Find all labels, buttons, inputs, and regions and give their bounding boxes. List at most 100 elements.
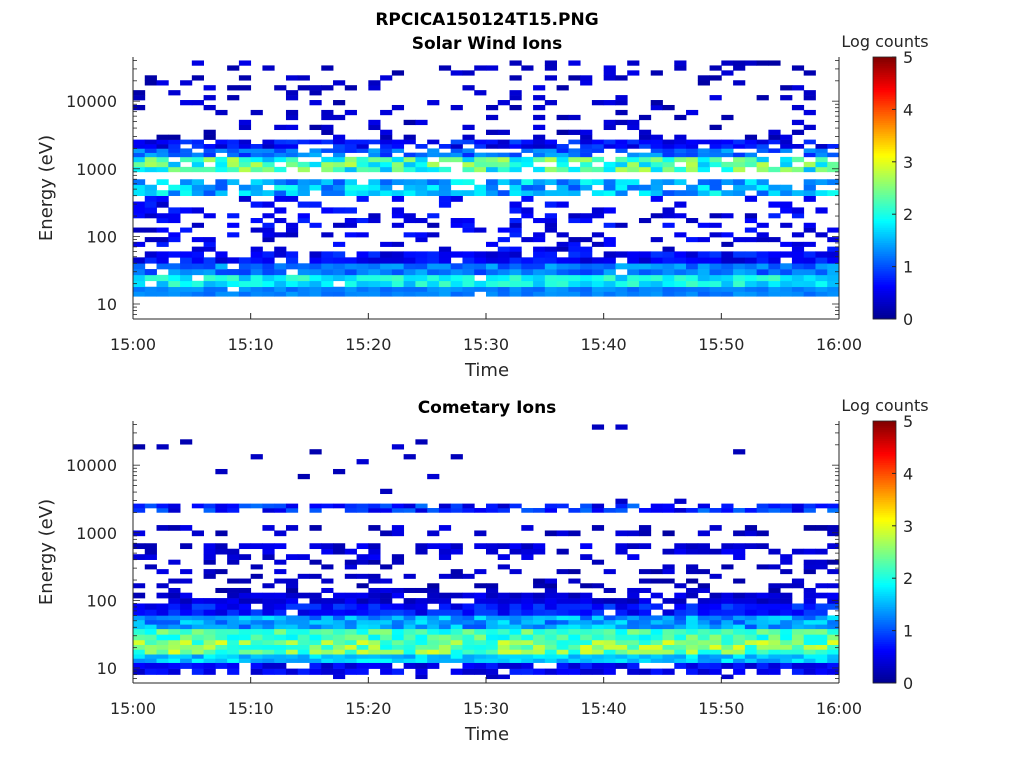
heatmap-cell bbox=[215, 257, 228, 264]
heatmap-cell bbox=[533, 274, 546, 282]
heatmap-cell bbox=[438, 615, 452, 621]
heatmap-cell bbox=[733, 152, 746, 158]
heatmap-cell bbox=[415, 156, 428, 163]
colorbar-segment bbox=[873, 499, 896, 503]
heatmap-cell bbox=[344, 624, 357, 630]
colorbar-segment bbox=[873, 545, 896, 549]
colorbar-segment bbox=[873, 536, 896, 540]
heatmap-cell bbox=[438, 144, 452, 149]
heatmap-cell bbox=[756, 161, 769, 168]
heatmap-cell bbox=[427, 263, 440, 270]
colorbar-segment bbox=[873, 299, 896, 302]
heatmap-cell bbox=[733, 280, 746, 288]
heatmap-cell bbox=[756, 624, 769, 630]
heatmap-cell bbox=[144, 139, 157, 145]
heatmap-cell bbox=[403, 615, 416, 621]
heatmap-cell bbox=[168, 598, 181, 604]
heatmap-cell bbox=[486, 263, 499, 270]
heatmap-cell bbox=[603, 269, 616, 276]
heatmap-cell bbox=[391, 207, 405, 214]
heatmap-cell bbox=[580, 75, 593, 81]
heatmap-cell bbox=[450, 70, 463, 76]
heatmap-cell bbox=[403, 286, 416, 292]
colorbar-segment bbox=[873, 665, 896, 669]
heatmap-cell bbox=[297, 213, 310, 219]
heatmap-cell bbox=[521, 139, 534, 145]
heatmap-cell bbox=[803, 166, 816, 173]
colorbar-segment bbox=[873, 209, 896, 213]
heatmap-cell bbox=[321, 658, 334, 663]
heatmap-cell bbox=[662, 644, 675, 650]
heatmap-cell bbox=[662, 286, 675, 292]
heatmap-cell bbox=[168, 609, 181, 616]
heatmap-cell bbox=[827, 161, 840, 168]
heatmap-cell bbox=[203, 609, 216, 616]
heatmap-cell bbox=[627, 280, 640, 288]
heatmap-cell bbox=[627, 257, 640, 264]
heatmap-cell bbox=[391, 603, 405, 610]
heatmap-cell bbox=[262, 161, 275, 168]
heatmap-cell bbox=[686, 508, 699, 513]
heatmap-cell bbox=[427, 184, 440, 191]
heatmap-cell bbox=[603, 274, 616, 282]
colorbar-segment bbox=[873, 131, 896, 134]
heatmap-cell bbox=[603, 644, 616, 650]
heatmap-cell bbox=[768, 60, 781, 66]
heatmap-cell bbox=[780, 95, 793, 101]
heatmap-cell bbox=[638, 134, 652, 140]
heatmap-cell bbox=[144, 654, 157, 659]
heatmap-cell bbox=[650, 144, 663, 149]
heatmap-cell bbox=[497, 129, 510, 135]
heatmap-cell bbox=[356, 291, 369, 297]
heatmap-cell bbox=[721, 286, 734, 292]
heatmap-cell bbox=[638, 144, 652, 149]
heatmap-cell bbox=[238, 269, 252, 276]
heatmap-cell bbox=[744, 152, 758, 158]
heatmap-cell bbox=[274, 662, 287, 669]
x-tick-label: 16:00 bbox=[816, 699, 862, 718]
colorbar-segment bbox=[873, 584, 896, 588]
heatmap-cell bbox=[803, 619, 816, 625]
heatmap-cell bbox=[133, 227, 146, 233]
heatmap-cell bbox=[521, 195, 534, 202]
colorbar-segment bbox=[873, 233, 896, 237]
heatmap-cell bbox=[380, 592, 393, 599]
heatmap-cell bbox=[333, 257, 346, 264]
heatmap-cell bbox=[827, 246, 840, 252]
heatmap-cell bbox=[791, 662, 805, 669]
heatmap-cell bbox=[133, 241, 146, 247]
colorbar-segment bbox=[873, 617, 896, 621]
heatmap-cell bbox=[368, 213, 381, 219]
heatmap-cell bbox=[533, 603, 546, 610]
heatmap-cell bbox=[380, 503, 393, 509]
heatmap-cell bbox=[568, 114, 581, 121]
heatmap-cell bbox=[544, 644, 557, 650]
heatmap-cell bbox=[403, 166, 416, 173]
colorbar-segment bbox=[873, 656, 896, 660]
heatmap-cell bbox=[756, 503, 769, 509]
heatmap-cell bbox=[744, 644, 758, 650]
heatmap-cell bbox=[686, 280, 699, 288]
heatmap-cell bbox=[156, 274, 169, 282]
heatmap-cell bbox=[509, 179, 522, 186]
colorbar-segment bbox=[873, 641, 896, 645]
heatmap-cell bbox=[544, 166, 557, 173]
heatmap-cell bbox=[709, 251, 722, 258]
heatmap-cell bbox=[827, 291, 840, 297]
heatmap-cell bbox=[215, 634, 228, 641]
heatmap-cell bbox=[274, 503, 287, 509]
heatmap-cell bbox=[815, 559, 828, 565]
colorbar-segment bbox=[873, 316, 896, 320]
heatmap-cell bbox=[615, 498, 628, 504]
heatmap-cell bbox=[156, 658, 169, 663]
colorbar-segment bbox=[873, 490, 896, 494]
heatmap-cell bbox=[591, 654, 605, 659]
heatmap-cell bbox=[556, 624, 569, 630]
heatmap-cell bbox=[321, 644, 334, 650]
heatmap-cell bbox=[309, 592, 322, 599]
heatmap-cell bbox=[344, 179, 357, 186]
heatmap-cell bbox=[462, 139, 475, 145]
heatmap-cell bbox=[533, 251, 546, 258]
heatmap-cell bbox=[133, 543, 146, 550]
heatmap-cell bbox=[156, 634, 169, 641]
